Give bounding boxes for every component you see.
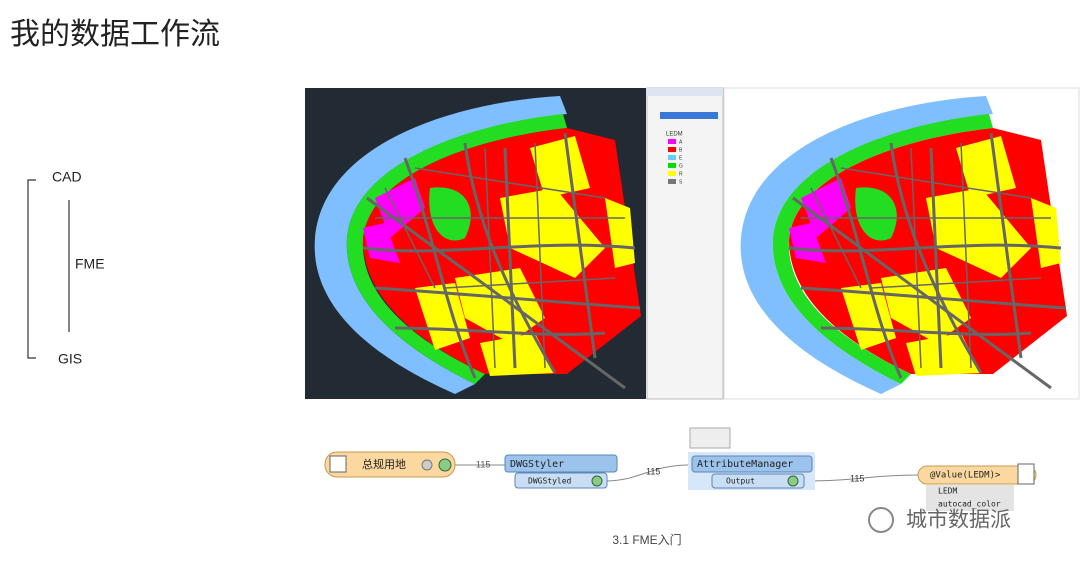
fme-workflow: 115 115 115 总规用地 DWGStyler DWGStyled Att…: [324, 427, 1037, 511]
feature-count: 115: [476, 459, 490, 469]
manager-name: AttributeManager: [697, 459, 793, 470]
reader-name: 总规用地: [362, 457, 406, 471]
layer-label: R: [679, 171, 683, 177]
watermark: 城市数据派: [868, 507, 1011, 533]
source-label: CAD: [52, 169, 82, 185]
layer-swatch: [668, 139, 676, 144]
gis-map: [723, 87, 1080, 400]
layer-label: A: [679, 139, 683, 145]
feature-count: 115: [646, 466, 660, 476]
writer-attribute: LEDM: [938, 487, 957, 496]
layer-label: G: [679, 163, 683, 169]
layer-swatch: [668, 179, 676, 184]
layer-root: LEDM: [666, 132, 683, 138]
layer-swatch: [668, 163, 676, 168]
reader-node[interactable]: 总规用地: [324, 451, 456, 478]
writer-name: @Value(LEDM)>: [930, 471, 1001, 481]
watermark-text: 城市数据派: [906, 509, 1011, 532]
manager-node[interactable]: AttributeManager Output: [688, 427, 815, 490]
layer-label: B: [679, 147, 683, 153]
caption: 3.1 FME入门: [612, 532, 681, 547]
flow-bracket: CAD FME GIS: [27, 169, 105, 367]
styler-name: DWGStyler: [510, 459, 564, 470]
layer-swatch: [668, 147, 676, 152]
slide-title: 我的数据工作流: [10, 18, 220, 51]
target-label: GIS: [58, 351, 82, 367]
layer-swatch: [668, 155, 676, 160]
layer-label: E: [679, 155, 683, 161]
tool-label: FME: [75, 256, 105, 272]
writer-attribute: autocad_color: [938, 500, 1001, 509]
layer-swatch: [668, 171, 676, 176]
writer-node[interactable]: @Value(LEDM)> LEDM autocad_color: [917, 463, 1037, 511]
feature-count: 115: [850, 473, 864, 483]
cad-map: [305, 88, 646, 399]
manager-port: Output: [726, 477, 755, 486]
styler-node[interactable]: DWGStyler DWGStyled: [504, 454, 618, 489]
styler-port: DWGStyled: [528, 477, 572, 486]
layer-label: S: [679, 179, 683, 185]
